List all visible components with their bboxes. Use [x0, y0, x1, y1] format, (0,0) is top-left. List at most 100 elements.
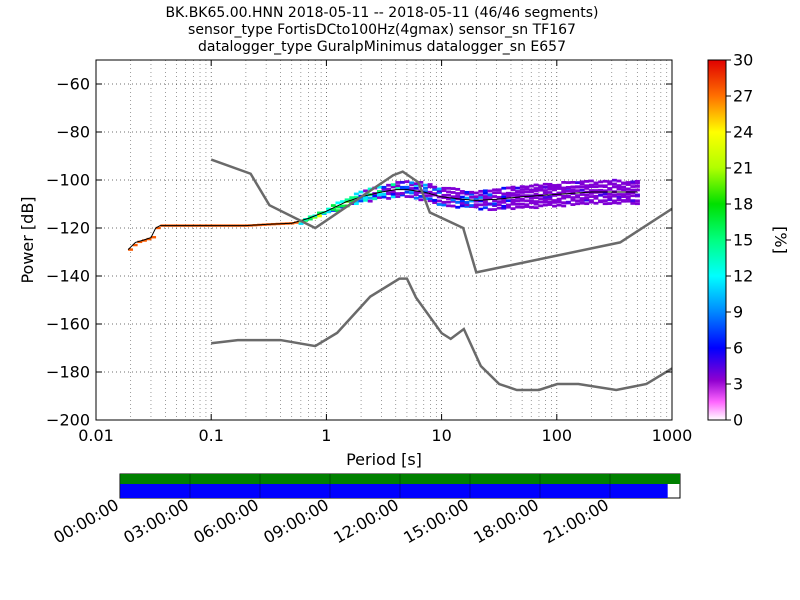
density-cell	[542, 189, 548, 192]
density-cell	[593, 194, 599, 198]
density-cell	[547, 195, 553, 199]
density-cell	[450, 187, 456, 190]
density-cell	[487, 197, 493, 200]
density-cell	[570, 185, 576, 189]
density-cell	[427, 185, 433, 189]
density-cell	[496, 195, 502, 199]
density-cell	[556, 191, 562, 195]
density-cell	[372, 194, 378, 198]
density-cell	[459, 201, 465, 205]
density-cell	[423, 183, 428, 187]
density-cell	[441, 203, 447, 207]
density-cell	[404, 185, 410, 189]
density-cell	[473, 191, 479, 195]
density-cell	[450, 199, 456, 203]
colorbar-tick-label: 6	[733, 339, 743, 358]
density-cell	[630, 191, 636, 195]
density-cell	[473, 199, 479, 203]
density-cell	[409, 187, 415, 190]
density-cell	[358, 199, 364, 203]
density-cell	[446, 186, 451, 190]
density-cell	[501, 206, 507, 210]
density-cell	[625, 199, 631, 203]
density-cell	[469, 190, 475, 194]
density-cell	[524, 199, 530, 203]
density-cell	[575, 181, 580, 185]
density-cell	[561, 190, 567, 194]
colorbar-tick-label: 27	[733, 87, 753, 106]
density-cell	[496, 200, 502, 204]
density-cell	[367, 196, 373, 200]
timeline-tick-label: 15:00:00	[400, 495, 472, 547]
density-cell	[137, 240, 143, 244]
density-cell	[515, 205, 521, 209]
density-cell	[395, 184, 401, 188]
density-cell	[519, 202, 525, 206]
density-cell	[395, 181, 401, 184]
density-cell	[519, 197, 525, 201]
density-cell	[151, 236, 157, 239]
density-cell	[533, 196, 539, 200]
density-cell	[630, 181, 636, 185]
density-cell	[625, 181, 631, 184]
density-cell	[464, 192, 470, 196]
density-cell	[519, 191, 525, 194]
density-cell	[473, 203, 479, 207]
density-cell	[519, 185, 525, 189]
density-cell	[473, 205, 479, 209]
density-cell	[561, 201, 567, 205]
density-cell	[386, 187, 392, 191]
density-cell	[464, 196, 470, 200]
density-cell	[501, 195, 507, 199]
density-cell	[505, 195, 511, 199]
density-cell	[538, 184, 544, 188]
colorbar-tick-label: 9	[733, 303, 743, 322]
density-cell	[335, 205, 341, 209]
density-cell	[565, 185, 571, 189]
probability-density	[127, 178, 640, 251]
density-cell	[519, 188, 525, 191]
density-cell	[510, 198, 516, 202]
density-cell	[621, 181, 627, 185]
density-cell	[552, 184, 557, 187]
timeline-tick-label: 21:00:00	[540, 495, 612, 547]
density-cell	[533, 189, 539, 193]
density-cell	[441, 200, 447, 204]
density-cell	[358, 190, 364, 194]
density-cell	[349, 199, 355, 203]
density-cell	[630, 188, 636, 192]
density-cell	[529, 188, 534, 192]
density-cell	[510, 193, 516, 197]
density-cell	[399, 193, 405, 197]
colorbar-tick-label: 3	[733, 375, 743, 394]
density-cell	[538, 197, 544, 201]
density-cell	[533, 200, 539, 203]
density-cell	[602, 195, 608, 199]
density-cell	[478, 193, 484, 197]
density-cell	[317, 214, 322, 218]
density-cell	[565, 181, 571, 184]
x-tick-label: 10	[431, 426, 451, 445]
density-cell	[533, 187, 539, 190]
density-cell	[473, 196, 479, 200]
density-cell	[634, 202, 640, 206]
density-cell	[602, 199, 608, 203]
density-cell	[611, 193, 617, 197]
density-cell	[363, 189, 369, 193]
density-cell	[547, 191, 553, 194]
timeline-tick-label: 06:00:00	[190, 495, 262, 547]
density-cell	[459, 195, 465, 199]
density-cell	[630, 185, 636, 188]
density-cell	[473, 195, 479, 199]
density-cell	[556, 183, 562, 187]
density-cell	[132, 243, 138, 247]
density-cell	[432, 201, 438, 204]
density-cell	[381, 192, 387, 196]
density-cell	[611, 199, 617, 203]
density-cell	[459, 204, 465, 208]
density-cell	[570, 188, 576, 192]
density-cell	[344, 198, 350, 202]
density-cell	[607, 187, 613, 190]
density-cell	[575, 202, 580, 206]
density-cell	[634, 181, 640, 185]
